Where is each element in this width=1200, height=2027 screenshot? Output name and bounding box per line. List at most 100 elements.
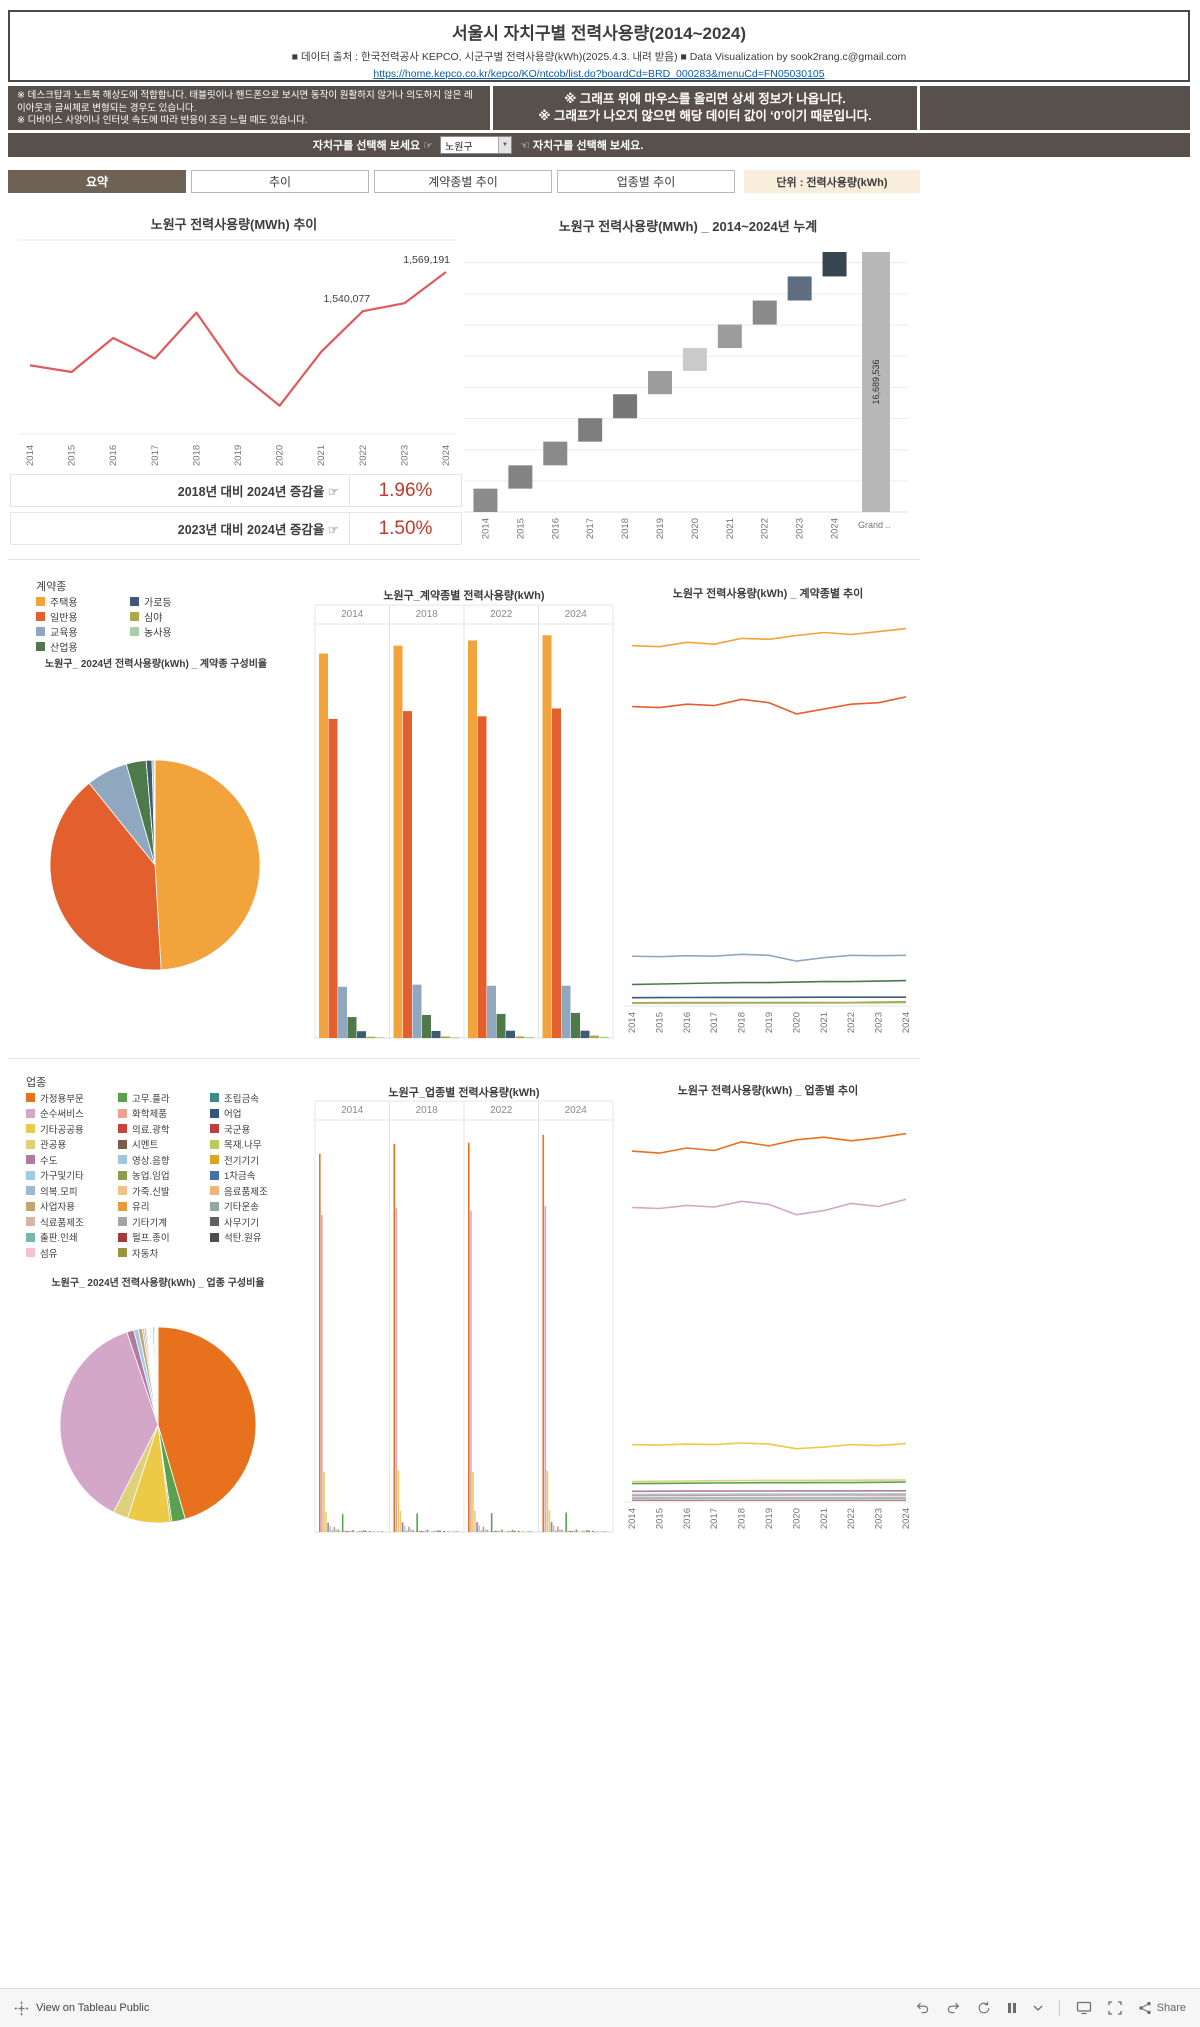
legend-item-농사용[interactable]: 농사용 — [130, 624, 218, 639]
device-layout-icon[interactable] — [1076, 2001, 1092, 2015]
pie-slice-가정용부문[interactable] — [157, 1326, 257, 1520]
district-select[interactable]: 노원구 ▼ — [440, 136, 512, 154]
legend-label: 기타운송 — [224, 1202, 259, 1214]
legend-item-교육용[interactable]: 교육용 — [36, 624, 124, 639]
svg-text:2024: 2024 — [441, 445, 452, 466]
legend-item-유리[interactable]: 유리 — [118, 1199, 204, 1215]
cumulative-waterfall-chart[interactable]: 2014 2015 2016 2017 2018 2019 2020 2021 2022 2023… — [460, 240, 916, 540]
legend-item-산업용[interactable]: 산업용 — [36, 639, 124, 654]
legend-item-식료품제조[interactable]: 식료품제조 — [26, 1214, 112, 1230]
legend-label: 사무기기 — [224, 1217, 259, 1229]
svg-text:2018: 2018 — [416, 609, 439, 620]
svg-text:16,689,536: 16,689,536 — [871, 359, 881, 404]
share-icon[interactable]: Share — [1138, 2001, 1186, 2015]
legend-item-가구및기타[interactable]: 가구및기타 — [26, 1168, 112, 1184]
legend-item-영상.음향[interactable]: 영상.음향 — [118, 1152, 204, 1168]
trend-line-chart[interactable]: 1,540,077 1,569,191 2014 2015 2016 2017 2018 20… — [12, 232, 462, 470]
legend-item-어업[interactable]: 어업 — [210, 1106, 296, 1122]
svg-text:Grand ..: Grand .. — [858, 520, 891, 530]
legend-label: 어업 — [224, 1109, 242, 1121]
tableau-logo — [14, 2001, 29, 2015]
legend-item-사무기기[interactable]: 사무기기 — [210, 1214, 296, 1230]
legend-item-관공용[interactable]: 관공용 — [26, 1137, 112, 1153]
tab-industry-trend[interactable]: 업종별 추이 — [557, 170, 735, 193]
legend-item-가정용부문[interactable]: 가정용부문 — [26, 1090, 112, 1106]
svg-text:2018: 2018 — [191, 445, 202, 466]
legend-item-목재.나무[interactable]: 목재.나무 — [210, 1137, 296, 1153]
svg-text:2022: 2022 — [846, 1012, 857, 1033]
legend-item-화학제품[interactable]: 화학제품 — [118, 1106, 204, 1122]
svg-text:2018: 2018 — [737, 1508, 748, 1529]
legend-item-기타공공용[interactable]: 기타공공용 — [26, 1121, 112, 1137]
chevron-down-icon[interactable]: ▼ — [498, 137, 511, 153]
chevron-down-icon[interactable] — [1033, 2005, 1043, 2011]
tab-contract-trend[interactable]: 계약종별 추이 — [374, 170, 552, 193]
legend-label: 자동차 — [132, 1248, 159, 1260]
legend-swatch — [118, 1217, 127, 1227]
tab-trend[interactable]: 추이 — [191, 170, 369, 193]
legend-label: 음료품제조 — [224, 1186, 268, 1198]
pause-icon[interactable] — [1007, 2002, 1017, 2014]
selector-bar: 자치구를 선택해 보세요 ☞ 노원구 ▼ ☜ 자치구를 선택해 보세요. — [8, 133, 1190, 157]
industry-bar-chart[interactable]: 2014 2018 2022 2024 — [313, 1098, 615, 1538]
legend-label: 유리 — [132, 1202, 150, 1214]
legend-item-가죽.신발[interactable]: 가죽.신발 — [118, 1183, 204, 1199]
legend-item-농업.임업[interactable]: 농업.임업 — [118, 1168, 204, 1184]
notice-text-speed: ※ 디바이스 사양이나 인터넷 속도에 따라 반응이 조금 느릴 때도 있습니다… — [17, 115, 308, 126]
contract-line-chart[interactable]: 2014 2015 2016 2017 2018 2019 2020 2021 2022 2023… — [622, 600, 914, 1052]
pie-slice-주택용[interactable] — [154, 759, 261, 971]
svg-text:2014: 2014 — [341, 609, 364, 620]
legend-item-고무.플라[interactable]: 고무.플라 — [118, 1090, 204, 1106]
legend-item-의복.모피[interactable]: 의복.모피 — [26, 1183, 112, 1199]
legend-item-시멘트[interactable]: 시멘트 — [118, 1137, 204, 1153]
legend-item-자동차[interactable]: 자동차 — [118, 1245, 204, 1261]
reset-icon[interactable] — [977, 2001, 991, 2015]
legend-item-사업자용[interactable]: 사업자용 — [26, 1199, 112, 1215]
legend-item-가로등[interactable]: 가로등 — [130, 594, 218, 609]
legend-item-석탄.원유[interactable]: 석탄.원유 — [210, 1230, 296, 1246]
legend-item-의료.광학[interactable]: 의료.광학 — [118, 1121, 204, 1137]
redo-icon[interactable] — [946, 2001, 961, 2015]
tableau-attribution[interactable]: View on Tableau Public — [14, 2001, 149, 2016]
legend-item-섬유[interactable]: 섬유 — [26, 1245, 112, 1261]
legend-item-일반용[interactable]: 일반용 — [36, 609, 124, 624]
legend-item-음료품제조[interactable]: 음료품제조 — [210, 1183, 296, 1199]
legend-item-기타운송[interactable]: 기타운송 — [210, 1199, 296, 1215]
legend-item-펄프.종이[interactable]: 펄프.종이 — [118, 1230, 204, 1246]
source-link[interactable]: https://home.kepco.co.kr/kepco/KO/ntcob/… — [373, 68, 825, 80]
footer-toolbar: Share — [915, 2000, 1186, 2016]
legend-label: 의복.모피 — [40, 1186, 78, 1198]
legend-item-국군용[interactable]: 국군용 — [210, 1121, 296, 1137]
legend-label: 영상.음향 — [132, 1155, 170, 1167]
legend-item-심야[interactable]: 심야 — [130, 609, 218, 624]
contract-bar-chart[interactable]: 2014 2018 2022 2024 — [313, 602, 615, 1044]
tab-summary[interactable]: 요약 — [8, 170, 186, 193]
legend-label: 1차금속 — [224, 1171, 256, 1183]
legend-label: 사업자용 — [40, 1202, 75, 1214]
pie-slice-농사용[interactable] — [153, 759, 156, 866]
industry-pie-chart[interactable] — [40, 1310, 280, 1540]
svg-text:2014: 2014 — [627, 1012, 638, 1033]
industry-bar-title: 노원구_업종별 전력사용량(kWh) — [388, 1087, 540, 1099]
stat-row-2023: 2023년 대비 2024년 증감율 ☞ 1.50% — [10, 512, 462, 545]
legend-item-순수써비스[interactable]: 순수써비스 — [26, 1106, 112, 1122]
legend-item-출판.인쇄[interactable]: 출판.인쇄 — [26, 1230, 112, 1246]
fullscreen-icon[interactable] — [1107, 2001, 1122, 2015]
summary-stats: 2018년 대비 2024년 증감율 ☞ 1.96% 2023년 대비 2024… — [10, 474, 462, 550]
legend-item-1차금속[interactable]: 1차금속 — [210, 1168, 296, 1184]
legend-item-전기기기[interactable]: 전기기기 — [210, 1152, 296, 1168]
industry-legend-title: 업종 — [26, 1077, 47, 1089]
contract-pie-chart[interactable] — [35, 748, 275, 983]
legend-swatch — [26, 1248, 35, 1258]
legend-label: 출판.인쇄 — [40, 1233, 78, 1245]
legend-item-조립금속[interactable]: 조립금속 — [210, 1090, 296, 1106]
legend-item-주택용[interactable]: 주택용 — [36, 594, 124, 609]
svg-text:2024: 2024 — [830, 518, 841, 539]
legend-item-기타기계[interactable]: 기타기계 — [118, 1214, 204, 1230]
pie-slice-일반용[interactable] — [49, 782, 162, 971]
industry-line-chart[interactable]: 2014 2015 2016 2017 2018 2019 2020 2021 2022 2023… — [622, 1096, 914, 1548]
undo-icon[interactable] — [915, 2001, 930, 2015]
legend-item-수도[interactable]: 수도 — [26, 1152, 112, 1168]
pie-slice-순수써비스[interactable] — [59, 1331, 159, 1513]
legend-label: 펄프.종이 — [132, 1233, 170, 1245]
